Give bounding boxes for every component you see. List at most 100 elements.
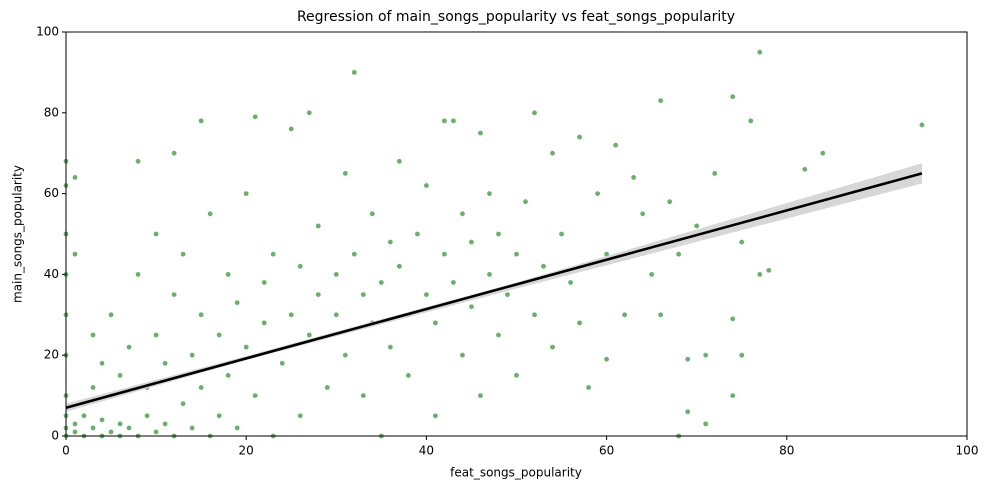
point: [658, 312, 664, 318]
point: [730, 393, 736, 398]
chart-title: Regression of main_songs_popularity vs f…: [297, 9, 735, 25]
point: [180, 251, 186, 257]
point: [568, 280, 573, 285]
x-tick-label: 80: [779, 444, 794, 458]
y-tick-label: 20: [44, 348, 59, 362]
point: [270, 251, 276, 257]
point: [739, 352, 745, 358]
point: [405, 373, 411, 378]
point: [117, 421, 123, 427]
point: [820, 150, 826, 156]
point: [541, 263, 546, 269]
point: [487, 272, 492, 277]
y-tick-label: 100: [36, 25, 59, 39]
point: [288, 126, 294, 132]
y-tick-label: 80: [44, 105, 59, 119]
point: [685, 409, 691, 415]
point: [225, 272, 231, 277]
point: [595, 191, 600, 197]
x-tick-label: 40: [419, 444, 434, 458]
point: [487, 191, 492, 197]
point: [478, 130, 483, 136]
point: [730, 316, 736, 322]
point: [478, 393, 483, 398]
point: [198, 385, 204, 390]
point: [496, 231, 501, 237]
point: [162, 360, 168, 366]
point: [117, 373, 123, 378]
point: [90, 332, 96, 338]
point: [577, 134, 582, 140]
point: [72, 421, 78, 427]
point: [496, 332, 501, 338]
point: [667, 199, 673, 205]
point: [532, 312, 537, 318]
point: [288, 312, 294, 318]
point: [216, 413, 222, 419]
point: [72, 429, 78, 435]
point: [126, 344, 132, 350]
point: [108, 429, 114, 435]
point: [757, 272, 763, 277]
point: [72, 175, 78, 180]
point: [685, 356, 691, 362]
point: [802, 166, 808, 172]
point: [442, 251, 447, 257]
point: [604, 251, 609, 257]
point: [514, 373, 519, 378]
point: [81, 413, 87, 419]
point: [396, 263, 402, 269]
point: [469, 304, 474, 310]
point: [144, 413, 150, 419]
point: [171, 150, 177, 156]
point: [333, 312, 339, 318]
point: [505, 292, 510, 297]
x-tick-label: 100: [956, 444, 979, 458]
point: [189, 425, 195, 431]
point: [766, 267, 772, 273]
point: [261, 280, 267, 285]
point: [360, 393, 366, 398]
point: [135, 272, 141, 277]
point: [252, 114, 258, 120]
point: [658, 98, 664, 104]
point: [559, 231, 564, 237]
y-tick-label: 60: [44, 186, 59, 200]
point: [234, 300, 240, 306]
point: [396, 158, 402, 164]
point: [135, 158, 141, 164]
x-tick-label: 0: [62, 444, 70, 458]
point: [207, 211, 213, 217]
point: [703, 421, 709, 427]
point: [631, 175, 637, 180]
point: [460, 211, 465, 217]
point: [99, 360, 105, 366]
point: [748, 118, 754, 124]
point: [613, 142, 619, 148]
point: [297, 263, 303, 269]
regression-line: [65, 172, 923, 409]
point: [757, 49, 763, 55]
point: [351, 70, 357, 75]
point: [171, 292, 177, 297]
point: [712, 171, 718, 176]
point: [739, 239, 745, 245]
point: [532, 110, 537, 116]
point: [90, 385, 96, 390]
y-tick-label: 40: [44, 267, 59, 281]
point: [324, 385, 330, 390]
point: [414, 231, 420, 237]
point: [424, 183, 429, 188]
point: [108, 312, 114, 318]
point: [604, 356, 609, 362]
point: [523, 199, 528, 205]
point: [306, 110, 312, 116]
point: [153, 231, 159, 237]
point: [162, 421, 168, 427]
point: [730, 94, 736, 100]
point: [234, 425, 240, 431]
point: [306, 332, 312, 338]
point: [387, 344, 393, 350]
point: [243, 344, 249, 350]
point: [198, 312, 204, 318]
